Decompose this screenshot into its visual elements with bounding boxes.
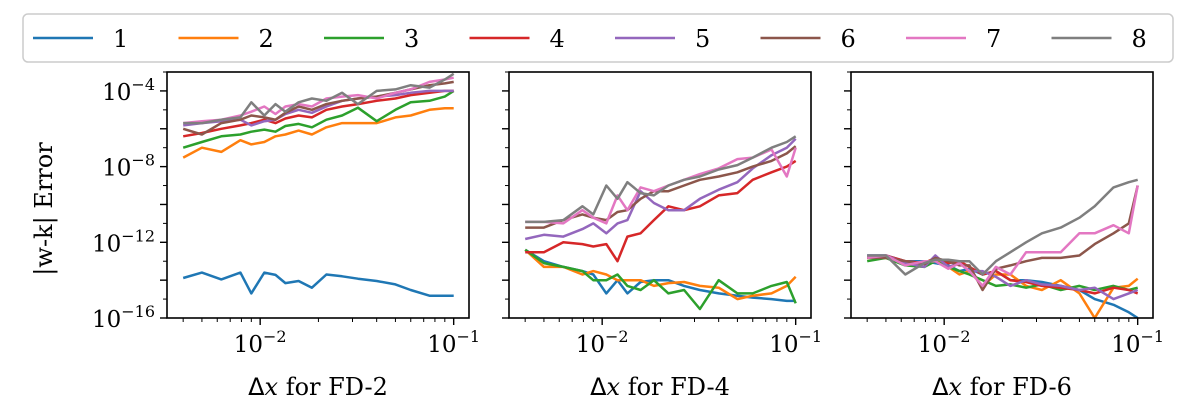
series-line-3 — [524, 248, 797, 311]
series-line-2 — [182, 107, 454, 159]
series-line-8 — [183, 72, 455, 125]
x-axis-label: Δx for FD-6 — [932, 373, 1072, 401]
series-group — [182, 72, 455, 297]
legend-label-2: 2 — [259, 25, 274, 53]
legend-label-6: 6 — [841, 25, 856, 53]
x-axis-label: Δx for FD-2 — [248, 373, 388, 401]
series-line-7 — [867, 185, 1139, 288]
legend-frame — [22, 13, 1174, 63]
legend: 1 2 3 4 5 6 7 8 — [22, 13, 1174, 63]
y-tick-label: 10−4 — [102, 75, 155, 106]
panel-1: 10−2 10−1 10−4 10−8 10−12 10−16 Δx for FD-2 — [92, 71, 480, 401]
x-axis-label: Δx for FD-4 — [590, 373, 730, 401]
legend-label-8: 8 — [1132, 25, 1147, 53]
series-line-5 — [524, 137, 797, 241]
x-tick-label: 10−1 — [1111, 327, 1164, 358]
y-axis-label: |w-k| Error — [30, 142, 59, 276]
x-tick-label: 10−2 — [234, 327, 287, 358]
legend-label-4: 4 — [550, 25, 565, 53]
series-line-4 — [525, 159, 797, 263]
series-line-3 — [182, 89, 455, 149]
x-tick-label: 10−2 — [576, 327, 629, 358]
y-tick-label: 10−12 — [92, 226, 155, 257]
legend-label-3: 3 — [404, 25, 419, 53]
x-tick-label: 10−1 — [427, 327, 480, 358]
series-group — [524, 135, 797, 311]
series-group — [866, 178, 1139, 318]
panel-3: 10−2 10−1 Δx for FD-6 — [844, 71, 1164, 401]
y-tick-label: 10−8 — [102, 151, 155, 182]
panel-2: 10−2 10−1 Δx for FD-4 — [502, 71, 822, 401]
series-line-4 — [182, 89, 454, 138]
legend-label-1: 1 — [113, 25, 128, 53]
x-tick-label: 10−1 — [769, 327, 822, 358]
y-tick-label: 10−16 — [92, 302, 155, 333]
x-tick-label: 10−2 — [918, 327, 971, 358]
legend-label-5: 5 — [695, 25, 710, 53]
series-line-1 — [182, 271, 454, 297]
legend-label-7: 7 — [986, 25, 1001, 53]
series-line-5 — [867, 254, 1139, 301]
series-line-8 — [525, 135, 797, 224]
series-line-8 — [867, 178, 1139, 276]
series-line-2 — [524, 248, 797, 301]
